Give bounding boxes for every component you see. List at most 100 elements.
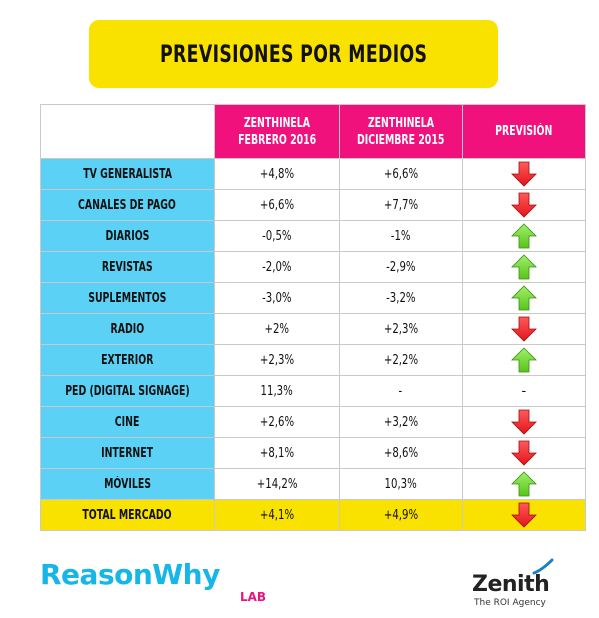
forecast-cell	[461, 437, 586, 469]
media-label: TV GENERALISTA	[40, 158, 215, 190]
value-dic2015: -2,9%	[338, 251, 463, 283]
value-dic2015-text: +4,9%	[383, 507, 418, 523]
forecast-cell	[461, 468, 586, 500]
value-feb2016-text: -2,0%	[262, 259, 292, 275]
table-row: CINE +2,6% +3,2%	[40, 406, 586, 438]
media-label-text: TOTAL MERCADO	[82, 507, 173, 523]
forecast-cell	[461, 189, 586, 221]
arrow-up-icon	[510, 285, 537, 311]
header-feb2016-line2: FEBRERO 2016	[237, 132, 316, 148]
value-dic2015-text: +3,2%	[383, 414, 418, 430]
arrow-up-icon	[510, 347, 537, 373]
value-feb2016-text: -3,0%	[262, 290, 292, 306]
arrow-down-icon	[510, 502, 537, 528]
value-feb2016: +2,3%	[213, 344, 340, 376]
value-dic2015-text: 10,3%	[384, 476, 417, 492]
header-forecast-label: PREVISIÓN	[495, 124, 553, 139]
zenith-swoosh-icon	[532, 558, 554, 575]
header-forecast: PREVISIÓN	[461, 104, 586, 159]
forecast-empty: -	[521, 383, 527, 399]
media-label: CANALES DE PAGO	[40, 189, 215, 221]
value-dic2015: +4,9%	[338, 499, 463, 531]
forecast-cell	[461, 406, 586, 438]
value-feb2016: -3,0%	[213, 282, 340, 314]
media-label-text: MÓVILES	[103, 476, 151, 492]
value-dic2015: -3,2%	[338, 282, 463, 314]
value-feb2016: +6,6%	[213, 189, 340, 221]
media-label-text: PED (DIGITAL SIGNAGE)	[65, 383, 190, 399]
media-label: TOTAL MERCADO	[40, 499, 215, 531]
value-dic2015-text: -1%	[390, 228, 411, 244]
media-label-text: EXTERIOR	[101, 352, 154, 368]
media-label: DIARIOS	[40, 220, 215, 252]
arrow-down-icon	[510, 440, 537, 466]
media-label-text: RADIO	[110, 321, 145, 337]
value-dic2015: +7,7%	[338, 189, 463, 221]
value-dic2015-text: -	[399, 383, 403, 399]
forecast-cell	[461, 220, 586, 252]
forecast-cell	[461, 158, 586, 190]
header-dic2015-line1: ZENTHINELA	[367, 115, 434, 131]
brand-suffix: LAB	[240, 590, 267, 604]
header-feb2016: ZENTHINELA FEBRERO 2016	[213, 104, 340, 159]
header-dic2015-line2: DICIEMBRE 2015	[357, 132, 445, 148]
table-row: TV GENERALISTA +4,8% +6,6%	[40, 158, 586, 190]
value-feb2016-text: +14,2%	[256, 476, 298, 492]
media-label: MÓVILES	[40, 468, 215, 500]
value-dic2015-text: +6,6%	[383, 166, 418, 182]
value-feb2016: +2,6%	[213, 406, 340, 438]
media-label: INTERNET	[40, 437, 215, 469]
value-dic2015: -1%	[338, 220, 463, 252]
arrow-up-icon	[510, 223, 537, 249]
arrow-up-icon	[510, 471, 537, 497]
media-label-text: INTERNET	[101, 445, 154, 461]
value-feb2016-text: +2,3%	[259, 352, 294, 368]
media-label: EXTERIOR	[40, 344, 215, 376]
value-feb2016: -0,5%	[213, 220, 340, 252]
forecast-cell	[461, 282, 586, 314]
forecast-cell	[461, 499, 586, 531]
value-feb2016-text: +4,1%	[259, 507, 294, 523]
arrow-down-icon	[510, 409, 537, 435]
table-row: RADIO +2% +2,3%	[40, 313, 586, 345]
table-row: CANALES DE PAGO +6,6% +7,7%	[40, 189, 586, 221]
table-row: MÓVILES +14,2% 10,3%	[40, 468, 586, 500]
value-dic2015-text: +2,3%	[383, 321, 418, 337]
table-row: PED (DIGITAL SIGNAGE) 11,3% - -	[40, 375, 586, 407]
media-label: SUPLEMENTOS	[40, 282, 215, 314]
arrow-down-icon	[510, 192, 537, 218]
value-dic2015-text: -2,9%	[386, 259, 416, 275]
header-feb2016-line1: ZENTHINELA	[243, 115, 310, 131]
arrow-up-icon	[510, 254, 537, 280]
title-banner: PREVISIONES POR MEDIOS	[89, 20, 498, 88]
table-row: DIARIOS -0,5% -1%	[40, 220, 586, 252]
value-dic2015-text: +8,6%	[383, 445, 418, 461]
partner-name: Zenith	[472, 572, 550, 597]
header-dic2015: ZENTHINELA DICIEMBRE 2015	[338, 104, 463, 159]
media-label: RADIO	[40, 313, 215, 345]
value-feb2016-text: -0,5%	[262, 228, 292, 244]
value-feb2016-text: 11,3%	[260, 383, 293, 399]
media-label-text: DIARIOS	[105, 228, 150, 244]
value-dic2015: -	[338, 375, 463, 407]
value-dic2015: +8,6%	[338, 437, 463, 469]
media-label-text: SUPLEMENTOS	[88, 290, 167, 306]
forecast-cell	[461, 313, 586, 345]
media-label-text: TV GENERALISTA	[83, 166, 172, 182]
value-dic2015-text: -3,2%	[386, 290, 416, 306]
value-dic2015-text: +2,2%	[383, 352, 418, 368]
table-row: EXTERIOR +2,3% +2,2%	[40, 344, 586, 376]
media-label: CINE	[40, 406, 215, 438]
reasonwhy-logo: ReasonWhy LAB	[40, 558, 280, 608]
brand-name: ReasonWhy	[40, 558, 220, 591]
forecast-cell	[461, 344, 586, 376]
forecast-table: ZENTHINELA FEBRERO 2016 ZENTHINELA DICIE…	[40, 104, 586, 531]
value-feb2016: +14,2%	[213, 468, 340, 500]
forecast-cell	[461, 251, 586, 283]
value-feb2016: -2,0%	[213, 251, 340, 283]
media-label: PED (DIGITAL SIGNAGE)	[40, 375, 215, 407]
value-feb2016: 11,3%	[213, 375, 340, 407]
header-corner	[40, 104, 215, 159]
arrow-down-icon	[510, 161, 537, 187]
table-row: SUPLEMENTOS -3,0% -3,2%	[40, 282, 586, 314]
